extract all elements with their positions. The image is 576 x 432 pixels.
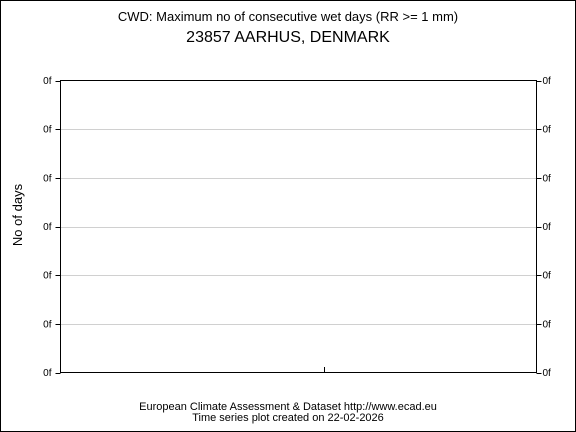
- y-tick-label-right: 0f: [543, 319, 552, 330]
- y-tick-label-left: 0f: [43, 222, 52, 233]
- chart-subtitle: 23857 AARHUS, DENMARK: [186, 29, 390, 46]
- footer-created: Time series plot created on 22-02-2026: [192, 412, 384, 424]
- y-tick-label-left: 0f: [43, 319, 52, 330]
- y-tick-label-right: 0f: [543, 173, 552, 184]
- footer-source: European Climate Assessment & Dataset ht…: [139, 401, 437, 413]
- y-tick-label-left: 0f: [43, 76, 52, 87]
- y-tick-label-right: 0f: [543, 76, 552, 87]
- y-tick-label-left: 0f: [43, 125, 52, 136]
- y-tick-label-right: 0f: [543, 222, 552, 233]
- y-axis-label: No of days: [10, 183, 25, 246]
- y-tick-label-left: 0f: [43, 368, 52, 379]
- y-tick-label-left: 0f: [43, 173, 52, 184]
- plot-area: [60, 80, 537, 373]
- chart-title: CWD: Maximum no of consecutive wet days …: [118, 9, 458, 24]
- y-tick-label-left: 0f: [43, 271, 52, 282]
- y-axis-ticks: 0f 0f 0f 0f 0f 0f 0f 0f 0f 0f 0f 0f 0f 0f: [43, 76, 551, 379]
- y-tick-label-right: 0f: [543, 271, 552, 282]
- y-tick-label-right: 0f: [543, 368, 552, 379]
- y-tick-label-right: 0f: [543, 125, 552, 136]
- grid-lines: [60, 129, 537, 325]
